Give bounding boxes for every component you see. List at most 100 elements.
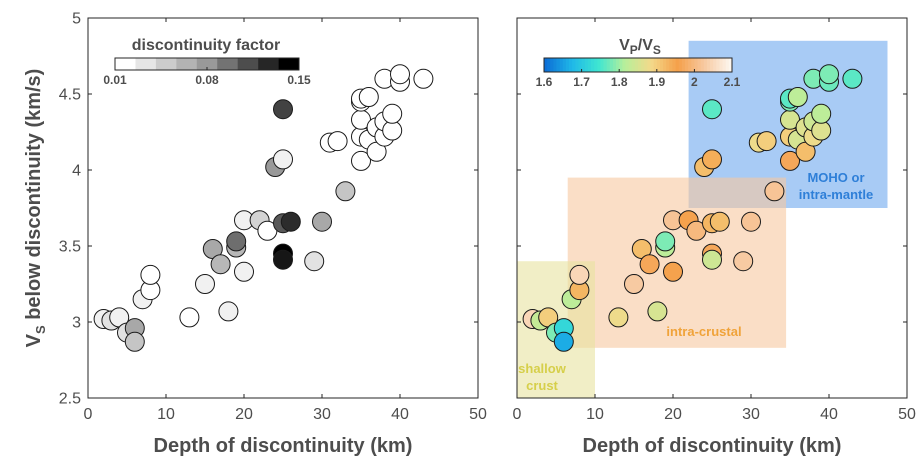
y-tick-label: 3.5 bbox=[59, 239, 81, 256]
data-point bbox=[702, 149, 722, 170]
right-plot-frame bbox=[516, 17, 908, 399]
colorbar-segment bbox=[697, 58, 702, 72]
colorbar-segment bbox=[659, 58, 664, 72]
colorbar-tick-label: 1.7 bbox=[573, 75, 590, 89]
colorbar-segment bbox=[155, 58, 177, 70]
colorbar-segment bbox=[547, 58, 551, 72]
colorbar-segment bbox=[688, 58, 692, 72]
vp-slash: /V bbox=[638, 37, 653, 54]
colorbar-tick-label: 0.15 bbox=[287, 73, 311, 87]
colorbar-tick-label: 2 bbox=[691, 75, 698, 89]
colorbar-segment bbox=[544, 58, 548, 72]
data-point bbox=[335, 181, 356, 202]
data-point bbox=[702, 99, 722, 120]
data-point bbox=[195, 274, 215, 294]
data-point bbox=[382, 103, 403, 124]
data-point bbox=[273, 99, 293, 120]
colorbar-segment bbox=[612, 58, 617, 72]
data-point bbox=[756, 131, 777, 152]
colorbar-segment bbox=[638, 58, 642, 72]
data-point bbox=[179, 307, 200, 328]
data-point bbox=[787, 87, 808, 107]
colorbar-segment bbox=[728, 58, 733, 72]
colorbar-segment bbox=[644, 58, 648, 72]
colorbar-segment bbox=[600, 58, 604, 72]
colorbar-segment bbox=[710, 58, 714, 72]
y-label-rest: below discontinuity (km/s) bbox=[23, 69, 45, 326]
colorbar-tick-label: 2.1 bbox=[724, 75, 741, 89]
x-tick-label: 30 bbox=[313, 406, 331, 423]
y-tick-label: 4.5 bbox=[59, 87, 81, 104]
x-tick-label: 0 bbox=[84, 406, 93, 423]
colorbar-segment bbox=[725, 58, 730, 72]
colorbar-tick-label: 1.6 bbox=[536, 75, 553, 89]
colorbar-segment bbox=[653, 58, 658, 72]
colorbar-segment bbox=[619, 58, 623, 72]
zone-label-moho: MOHO or bbox=[807, 170, 864, 185]
colorbar-tick-label: 0.08 bbox=[195, 73, 219, 87]
colorbar-segment bbox=[575, 58, 579, 72]
colorbar-segment bbox=[656, 58, 661, 72]
y-tick-label: 3 bbox=[72, 315, 81, 332]
zone-label-crust: crust bbox=[526, 378, 558, 393]
right-colorbar-title: VP/VS bbox=[619, 37, 661, 57]
colorbar-segment bbox=[556, 58, 561, 72]
colorbar-segment bbox=[594, 58, 598, 72]
colorbar-segment bbox=[641, 58, 645, 72]
colorbar-segment bbox=[666, 58, 670, 72]
zone-label-intra-mantle: intra-mantle bbox=[799, 187, 873, 202]
colorbar-segment bbox=[597, 58, 601, 72]
left-scatter-points bbox=[93, 64, 434, 352]
colorbar-segment bbox=[675, 58, 680, 72]
colorbar-segment bbox=[647, 58, 651, 72]
x-tick-label: 0 bbox=[513, 406, 522, 423]
data-point bbox=[811, 120, 832, 141]
y-label-v: V bbox=[23, 333, 45, 347]
data-point bbox=[553, 331, 574, 352]
data-point bbox=[842, 68, 863, 89]
data-point bbox=[733, 251, 754, 272]
colorbar-segment bbox=[176, 58, 198, 70]
colorbar-segment bbox=[584, 58, 589, 72]
x-tick-label: 30 bbox=[742, 406, 760, 423]
data-point bbox=[663, 261, 683, 282]
data-point bbox=[218, 301, 239, 322]
data-point bbox=[140, 264, 161, 285]
x-tick-label: 40 bbox=[820, 406, 838, 423]
x-tick-label: 20 bbox=[235, 406, 253, 423]
right-scatter-points bbox=[522, 64, 863, 352]
data-point bbox=[709, 211, 730, 232]
data-point bbox=[702, 249, 722, 270]
vs-sub: S bbox=[653, 43, 661, 57]
data-point bbox=[382, 120, 403, 141]
colorbar-segment bbox=[700, 58, 705, 72]
data-point bbox=[124, 331, 145, 352]
colorbar-segment bbox=[217, 58, 238, 70]
y-label-sub: S bbox=[33, 325, 48, 334]
colorbar-segment bbox=[603, 58, 608, 72]
data-point bbox=[624, 274, 644, 294]
colorbar-segment bbox=[681, 58, 686, 72]
colorbar-segment bbox=[578, 58, 582, 72]
colorbar-segment bbox=[559, 58, 564, 72]
colorbar-segment bbox=[606, 58, 611, 72]
colorbar-segment bbox=[622, 58, 626, 72]
colorbar-segment bbox=[562, 58, 567, 72]
colorbar-segment bbox=[569, 58, 573, 72]
colorbar-segment bbox=[278, 58, 300, 70]
data-point bbox=[273, 249, 293, 270]
x-tick-label: 10 bbox=[157, 406, 175, 423]
data-point bbox=[280, 211, 301, 232]
data-point bbox=[413, 68, 434, 89]
colorbar-segment bbox=[678, 58, 683, 72]
left-x-axis-label: Depth of discontinuity (km) bbox=[154, 435, 413, 457]
data-point bbox=[358, 87, 379, 107]
colorbar-segment bbox=[625, 58, 629, 72]
colorbar-segment bbox=[550, 58, 554, 72]
colorbar-segment bbox=[706, 58, 711, 72]
colorbar-tick-label: 1.9 bbox=[648, 75, 665, 89]
colorbar-segment bbox=[572, 58, 576, 72]
y-tick-label: 4 bbox=[72, 163, 81, 180]
left-plot-frame bbox=[87, 17, 479, 399]
